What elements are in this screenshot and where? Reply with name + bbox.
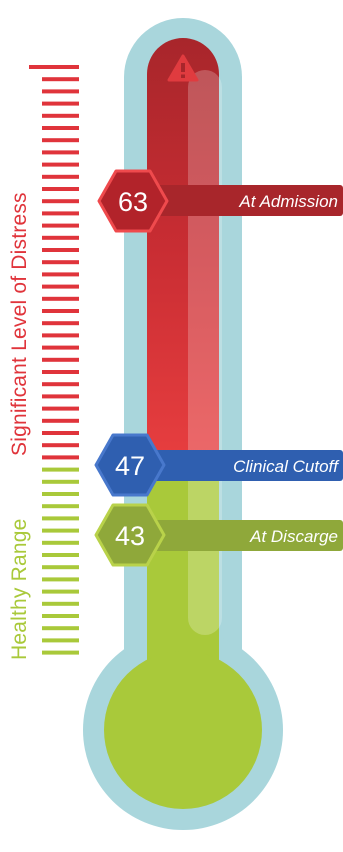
scale-tick bbox=[42, 540, 79, 545]
scale-tick bbox=[42, 223, 79, 228]
marker-hexagon bbox=[94, 503, 166, 567]
scale-tick bbox=[42, 296, 79, 301]
scale-tick bbox=[42, 199, 79, 204]
marker-at-admission: At Admission 63 bbox=[97, 169, 343, 233]
scale-tick bbox=[42, 77, 79, 82]
scale-tick bbox=[42, 492, 79, 496]
scale-tick bbox=[42, 248, 79, 252]
marker-clinical-cutoff: Clinical Cutoff 47 bbox=[94, 433, 343, 497]
scale-tick bbox=[42, 614, 79, 618]
marker-label: Clinical Cutoff bbox=[233, 457, 340, 476]
marker-label-bg bbox=[130, 185, 343, 216]
scale-tick bbox=[42, 235, 79, 240]
scale-tick bbox=[42, 370, 79, 374]
distress-fill bbox=[147, 38, 219, 508]
scale-tick bbox=[42, 516, 79, 521]
scale-tick bbox=[42, 601, 79, 606]
marker-value: 47 bbox=[115, 451, 145, 481]
scale-tick bbox=[42, 309, 79, 313]
scale-tick bbox=[42, 174, 79, 179]
scale-tick bbox=[42, 431, 79, 435]
marker-label-bg bbox=[136, 520, 343, 551]
scale-tick bbox=[42, 443, 79, 448]
scale-tick bbox=[42, 333, 79, 338]
scale-tick bbox=[42, 504, 79, 509]
scale-ticks bbox=[29, 65, 79, 655]
scale-tick bbox=[42, 138, 79, 143]
scale-tick bbox=[42, 284, 79, 289]
scale-tick bbox=[42, 528, 79, 533]
scale-tick bbox=[42, 150, 79, 155]
scale-tick bbox=[42, 650, 79, 655]
scale-tick bbox=[42, 418, 79, 423]
marker-hexagon bbox=[97, 169, 169, 233]
scale-tick bbox=[42, 479, 79, 484]
marker-value: 63 bbox=[118, 187, 148, 217]
scale-tick bbox=[42, 187, 79, 191]
marker-at-discharge: At Discarge 43 bbox=[94, 503, 343, 567]
marker-label: At Admission bbox=[238, 192, 338, 211]
scale-tick bbox=[42, 260, 79, 265]
marker-value: 43 bbox=[115, 521, 145, 551]
scale-tick bbox=[42, 113, 79, 118]
scale-tick bbox=[42, 345, 79, 350]
marker-hexagon bbox=[94, 433, 166, 497]
warning-icon bbox=[167, 54, 199, 82]
scale-tick bbox=[42, 382, 79, 387]
scale-tick bbox=[42, 394, 79, 399]
scale-tick bbox=[42, 357, 79, 362]
scale-tick bbox=[42, 467, 79, 472]
scale-tick bbox=[42, 272, 79, 277]
marker-label-bg bbox=[136, 450, 343, 481]
scale-tick bbox=[42, 565, 79, 570]
scale-tick bbox=[42, 406, 79, 411]
scale-tick bbox=[42, 589, 79, 594]
scale-tick bbox=[42, 577, 79, 582]
scale-tick bbox=[42, 101, 79, 106]
scale-tick bbox=[42, 553, 79, 557]
scale-tick bbox=[29, 65, 79, 69]
scale-tick bbox=[42, 455, 79, 460]
scale-tick bbox=[42, 126, 79, 130]
scale-tick bbox=[42, 638, 79, 643]
markers: At Admission 63 Clinical Cutoff 47 At Di… bbox=[94, 169, 343, 567]
thermometer-bulb bbox=[104, 651, 262, 809]
marker-label: At Discarge bbox=[249, 527, 338, 546]
scale-tick bbox=[42, 321, 79, 326]
scale-tick bbox=[42, 626, 79, 631]
scale-tick bbox=[42, 211, 79, 216]
scale-tick bbox=[42, 89, 79, 94]
scale-tick bbox=[42, 162, 79, 167]
